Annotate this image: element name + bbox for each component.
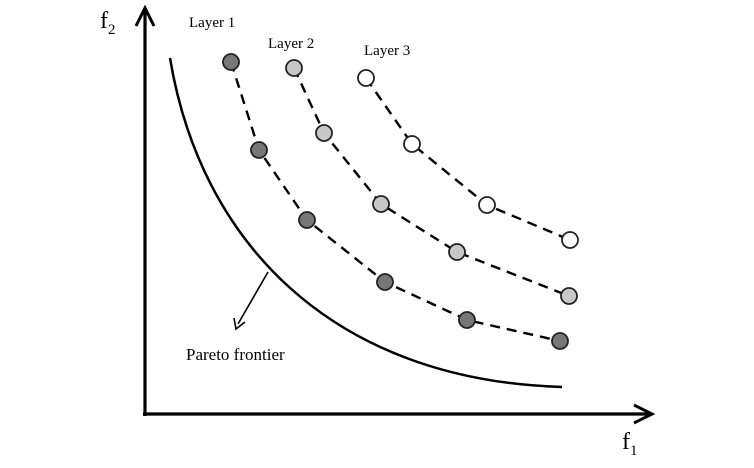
- pareto-frontier-curve: [168, 57, 563, 389]
- layer-3-point: [478, 196, 496, 214]
- x-axis-arrow: [633, 403, 656, 425]
- layer-3-points: [357, 69, 579, 249]
- layer-1-points: [222, 53, 569, 350]
- layer-3-point: [561, 231, 579, 249]
- x-axis-label: f1: [622, 429, 638, 459]
- layer-2-point: [560, 287, 578, 305]
- layer-2-label: Layer 2: [268, 36, 314, 52]
- pareto-frontier-label: Pareto frontier: [186, 345, 285, 364]
- y-axis-label: f2: [100, 8, 116, 38]
- layer-2-point: [315, 124, 333, 142]
- layer-3-curve: [365, 77, 571, 242]
- layer-1-point: [376, 273, 394, 291]
- layer-2-points: [285, 59, 578, 305]
- pareto-frontier-pointer-head: [233, 317, 246, 331]
- pareto-frontier-pointer: [237, 271, 269, 325]
- axes: [134, 4, 656, 425]
- layer-3-label: Layer 3: [364, 43, 410, 59]
- y-axis-arrow: [134, 4, 156, 27]
- layer-2-point: [448, 243, 466, 261]
- layer-1-point: [458, 311, 476, 329]
- layer-2-point: [285, 59, 303, 77]
- layer-1-point: [551, 332, 569, 350]
- layer-2-curve: [292, 67, 570, 298]
- layer-1-curve: [229, 61, 561, 343]
- layer-1-label: Layer 1: [189, 15, 235, 31]
- layer-1-point: [222, 53, 240, 71]
- layer-3-point: [403, 135, 421, 153]
- layer-2-point: [372, 195, 390, 213]
- layer-1-point: [298, 211, 316, 229]
- layer-1-point: [250, 141, 268, 159]
- layer-3-point: [357, 69, 375, 87]
